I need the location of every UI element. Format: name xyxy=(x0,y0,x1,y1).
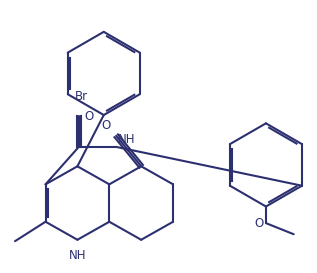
Text: NH: NH xyxy=(69,250,86,262)
Text: NH: NH xyxy=(118,132,135,146)
Text: O: O xyxy=(101,119,111,132)
Text: O: O xyxy=(254,217,263,230)
Text: Br: Br xyxy=(75,90,88,103)
Text: O: O xyxy=(84,110,94,123)
